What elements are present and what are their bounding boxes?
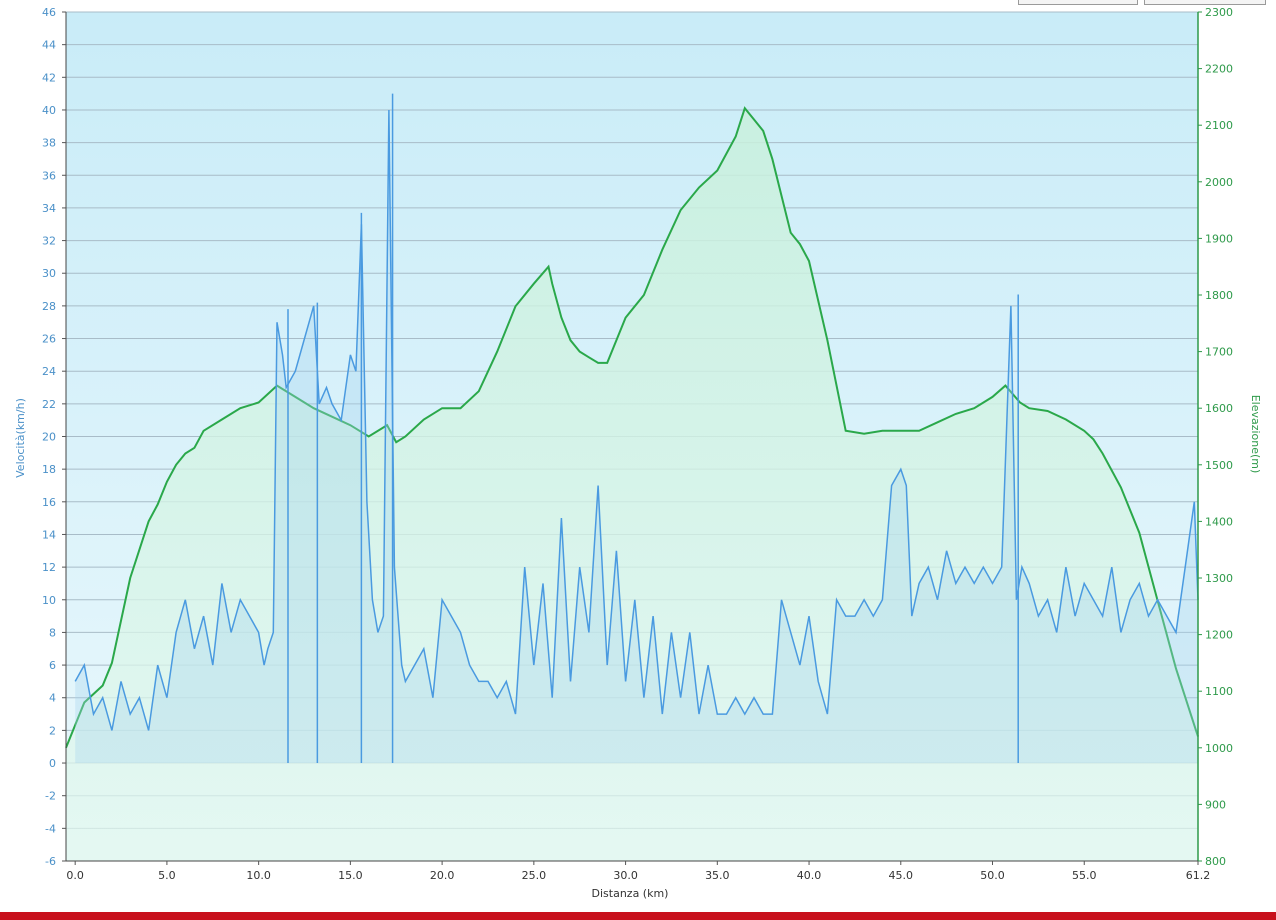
y-left-tick-label: -6 [45,855,56,868]
y-right-axis-title: Elevazione(m) [1249,395,1262,474]
x-tick-label: 0.0 [66,869,84,882]
x-tick-label: 50.0 [980,869,1005,882]
y-left-tick-label: 28 [42,300,56,313]
x-tick-label: 45.0 [889,869,914,882]
x-tick-label: 55.0 [1072,869,1097,882]
y-right-tick-label: 800 [1205,855,1226,868]
y-right-tick-label: 1700 [1205,346,1233,359]
y-right-tick-label: 1800 [1205,289,1233,302]
y-right-tick-label: 1900 [1205,232,1233,245]
x-tick-label: 35.0 [705,869,730,882]
y-left-tick-label: 0 [49,757,56,770]
y-left-tick-label: 10 [42,594,56,607]
y-right-tick-label: 1200 [1205,629,1233,642]
x-tick-label: 10.0 [246,869,271,882]
elevation-area [66,108,1198,861]
speed-area [75,110,1199,763]
y-left-tick-label: 6 [49,659,56,672]
y-left-tick-label: 26 [42,333,56,346]
y-right-tick-label: 1500 [1205,459,1233,472]
left-axis-ticks: 4644424038363432302826242220181614121086… [42,6,66,868]
x-tick-label: 40.0 [797,869,822,882]
y-left-tick-label: -4 [45,822,56,835]
y-left-tick-label: 42 [42,71,56,84]
y-left-axis-title: Velocità(km/h) [14,398,27,478]
y-right-tick-label: 1600 [1205,402,1233,415]
y-left-tick-label: -2 [45,790,56,803]
y-right-tick-label: 1000 [1205,742,1233,755]
toolbar-button-left[interactable] [1018,0,1138,5]
y-right-tick-label: 1100 [1205,685,1233,698]
speed-series [74,93,1199,763]
y-left-tick-label: 14 [42,528,56,541]
y-left-tick-label: 38 [42,137,56,150]
y-left-tick-label: 32 [42,235,56,248]
y-left-tick-label: 40 [42,104,56,117]
y-right-tick-label: 2200 [1205,63,1233,76]
y-left-tick-label: 12 [42,561,56,574]
y-left-tick-label: 2 [49,724,56,737]
y-left-tick-label: 36 [42,169,56,182]
elevation-line [65,106,1199,749]
y-right-tick-label: 2000 [1205,176,1233,189]
y-left-tick-label: 20 [42,431,56,444]
y-right-tick-label: 900 [1205,798,1226,811]
x-tick-label: 20.0 [430,869,455,882]
right-axis-ticks: 2300 2200 2100 2000 1900 1800 1700 1600 1500 1400… [1198,6,1233,868]
y-left-tick-label: 44 [42,39,56,52]
x-tick-label: 30.0 [613,869,638,882]
y-left-tick-label: 24 [42,365,56,378]
y-left-tick-label: 22 [42,398,56,411]
elevation-series [65,106,1199,861]
y-left-tick-label: 16 [42,496,56,509]
y-left-tick-label: 18 [42,463,56,476]
y-right-tick-label: 1300 [1205,572,1233,585]
y-left-tick-label: 30 [42,267,56,280]
y-right-tick-label: 1400 [1205,515,1233,528]
x-tick-label: 61.2 [1186,869,1211,882]
x-tick-label: 15.0 [338,869,363,882]
x-axis-title: Distanza (km) [592,887,669,900]
y-left-tick-label: 46 [42,6,56,19]
y-left-tick-label: 4 [49,692,56,705]
y-left-tick-label: 8 [49,626,56,639]
bottom-bar [0,912,1276,920]
x-tick-label: 5.0 [158,869,176,882]
speed-line [74,109,1199,731]
x-tick-label: 25.0 [522,869,547,882]
y-right-tick-label: 2300 [1205,6,1233,19]
y-right-tick-label: 2100 [1205,119,1233,132]
y-left-tick-label: 34 [42,202,56,215]
toolbar-button-right[interactable] [1144,0,1266,5]
x-axis-ticks: 0.0 5.0 10.0 15.0 20.0 25.0 30.0 35.0 40.0 45.0 50… [66,861,1210,882]
